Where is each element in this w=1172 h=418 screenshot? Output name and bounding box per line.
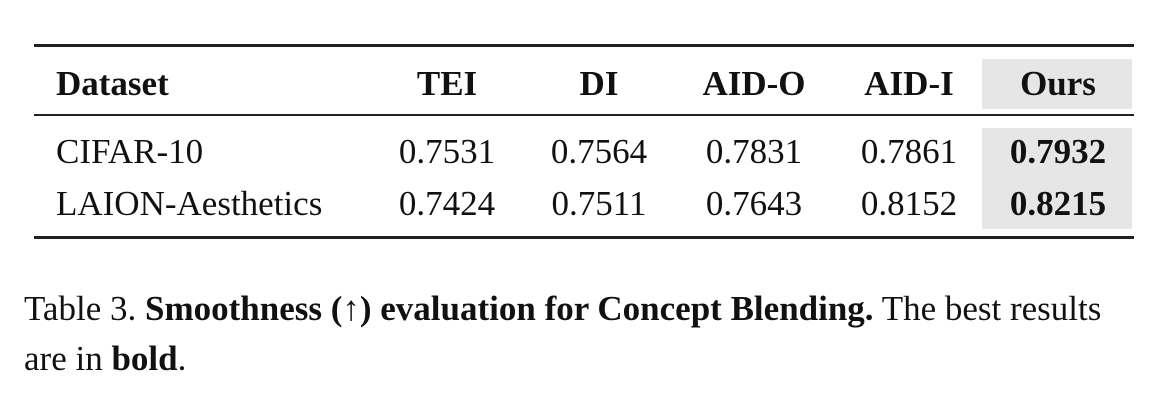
row-cifar-aid-o: 0.7831 — [705, 132, 803, 171]
caption-bold-word: bold — [111, 339, 178, 378]
caption-end: . — [177, 339, 187, 378]
header-aid-i: AID-I — [864, 64, 954, 103]
row-laion-tei: 0.7424 — [398, 184, 496, 223]
row-laion-di: 0.7511 — [551, 184, 647, 223]
row-laion-aid-i: 0.8152 — [860, 184, 958, 223]
table-caption: Table 3. Smoothness (↑) evaluation for C… — [24, 284, 1134, 384]
row-cifar-tei: 0.7531 — [398, 132, 496, 171]
table-bottom-rule — [34, 236, 1134, 239]
row-cifar-di: 0.7564 — [550, 132, 648, 171]
row-laion-ours: 0.8215 — [1009, 184, 1107, 223]
header-aid-o: AID-O — [702, 64, 806, 103]
caption-text: The best results are in — [24, 289, 1102, 378]
ours-column-highlight — [982, 128, 1132, 229]
header-ours: Ours — [1020, 64, 1096, 103]
header-dataset: Dataset — [56, 64, 169, 103]
row-cifar-aid-i: 0.7861 — [860, 132, 958, 171]
header-di: DI — [579, 64, 619, 103]
row-cifar-ours: 0.7932 — [1009, 132, 1107, 171]
table-header-rule — [34, 114, 1134, 116]
ours-header-highlight — [982, 59, 1132, 109]
caption-label: Table 3. — [24, 289, 137, 328]
caption-title: Smoothness (↑) evaluation for Concept Bl… — [144, 289, 874, 328]
header-tei: TEI — [416, 64, 478, 103]
row-laion-aid-o: 0.7643 — [705, 184, 803, 223]
row-cifar-dataset: CIFAR-10 — [56, 132, 204, 171]
row-laion-dataset: LAION-Aesthetics — [56, 184, 323, 223]
table-top-rule — [34, 44, 1134, 47]
